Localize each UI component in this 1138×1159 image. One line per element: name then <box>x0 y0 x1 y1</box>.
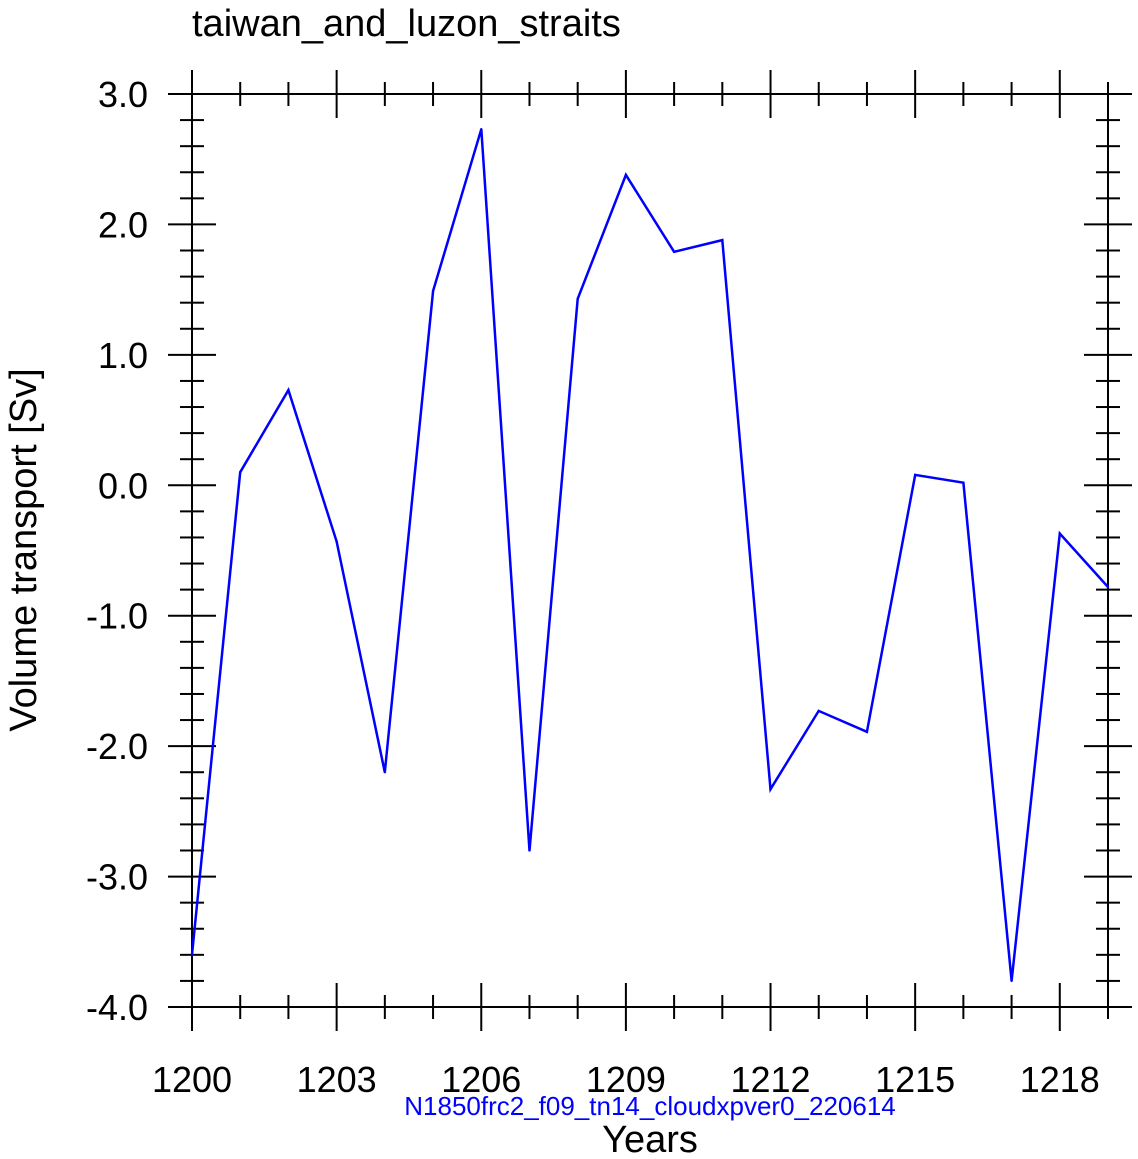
data-point <box>1106 585 1110 589</box>
y-tick-label: -2.0 <box>86 726 148 767</box>
data-point <box>865 730 869 733</box>
data-point <box>335 540 338 543</box>
data-point <box>239 471 242 474</box>
data-point <box>1058 532 1061 535</box>
series <box>190 128 1110 983</box>
y-tick-label: -3.0 <box>86 857 148 898</box>
data-point <box>287 388 290 392</box>
series-line <box>190 128 1109 982</box>
data-point <box>383 771 387 774</box>
x-tick-label: 1215 <box>875 1059 955 1100</box>
x-axis-title: Years <box>602 1119 698 1159</box>
data-point <box>190 953 194 957</box>
data-point <box>576 297 579 300</box>
data-point <box>431 289 435 293</box>
data-point <box>769 787 772 791</box>
data-point <box>672 250 676 254</box>
plot-frame <box>191 93 1109 1008</box>
x-tick-label: 1200 <box>152 1059 232 1100</box>
data-point <box>721 238 724 242</box>
data-point <box>962 481 965 484</box>
y-tick-label: -1.0 <box>86 596 148 637</box>
chart-title: taiwan_and_luzon_straits <box>192 3 621 45</box>
data-point <box>480 128 483 131</box>
x-tick-label: 1218 <box>1020 1059 1100 1100</box>
data-point <box>528 849 531 852</box>
x-tick-label: 1209 <box>586 1059 666 1100</box>
run-name-subtitle: N1850frc2_f09_tn14_cloudxpver0_220614 <box>404 1091 896 1121</box>
x-tick-label: 1212 <box>730 1059 810 1100</box>
tick-labels: 1200 1203 1206 1209 1212 1215 1218 3.0 2.0 1.0 0.0… <box>86 74 1100 1100</box>
y-tick-label: 0.0 <box>98 465 148 506</box>
y-axis-title: Volume transport [Sv] <box>3 368 45 731</box>
plot-frame-group <box>191 93 1109 1008</box>
y-tick-label: 2.0 <box>98 204 148 245</box>
y-tick-label: 3.0 <box>98 74 148 115</box>
x-tick-label: 1203 <box>297 1059 377 1100</box>
y-tick-label: -4.0 <box>86 987 148 1028</box>
data-point <box>1010 979 1013 983</box>
y-tick-label: 1.0 <box>98 335 148 376</box>
data-point <box>913 473 917 477</box>
x-tick-label: 1206 <box>441 1059 521 1100</box>
data-point <box>624 173 628 177</box>
data-point <box>817 709 820 713</box>
